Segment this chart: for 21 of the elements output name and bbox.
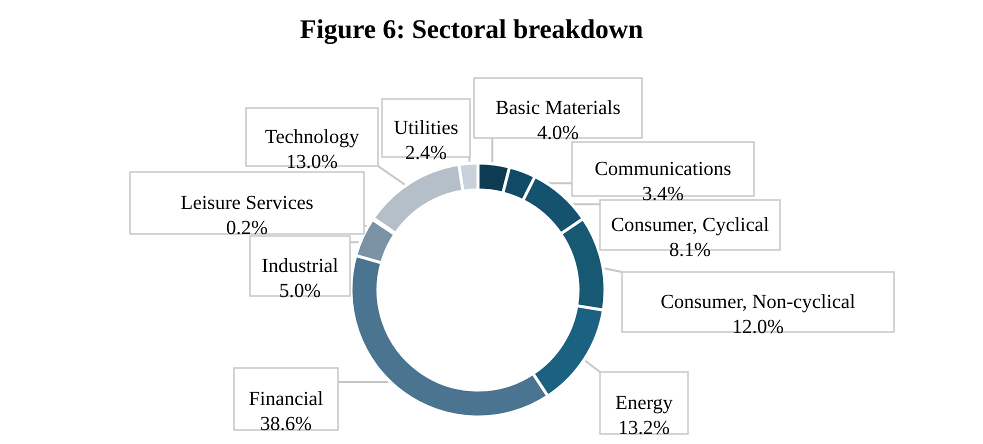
data-label: 0.2% bbox=[226, 217, 268, 239]
data-label: 2.4% bbox=[405, 142, 447, 164]
data-label: 4.0% bbox=[537, 122, 579, 144]
slice-label: Technology bbox=[264, 126, 360, 148]
slice-label: Consumer, Non-cyclical bbox=[660, 291, 856, 313]
slice-label: Consumer, Cyclical bbox=[610, 214, 770, 236]
data-label: 8.1% bbox=[669, 239, 711, 261]
slice-label: Leisure Services bbox=[180, 192, 314, 214]
slice-label: Communications bbox=[594, 158, 732, 180]
slice-label: Basic Materials bbox=[496, 97, 621, 119]
data-label: 13.0% bbox=[286, 151, 338, 173]
data-label: 38.6% bbox=[260, 413, 312, 435]
data-label: 13.2% bbox=[618, 417, 670, 439]
data-label: 12.0% bbox=[732, 316, 784, 338]
slice-label: Financial bbox=[248, 388, 324, 410]
slice-label: Energy bbox=[615, 392, 673, 414]
slice-label: Industrial bbox=[262, 255, 339, 277]
data-label: 5.0% bbox=[279, 280, 321, 302]
data-label: 3.4% bbox=[642, 183, 684, 205]
slice-label: Utilities bbox=[394, 117, 458, 139]
chart-title: Figure 6: Sectoral breakdown bbox=[300, 14, 644, 44]
